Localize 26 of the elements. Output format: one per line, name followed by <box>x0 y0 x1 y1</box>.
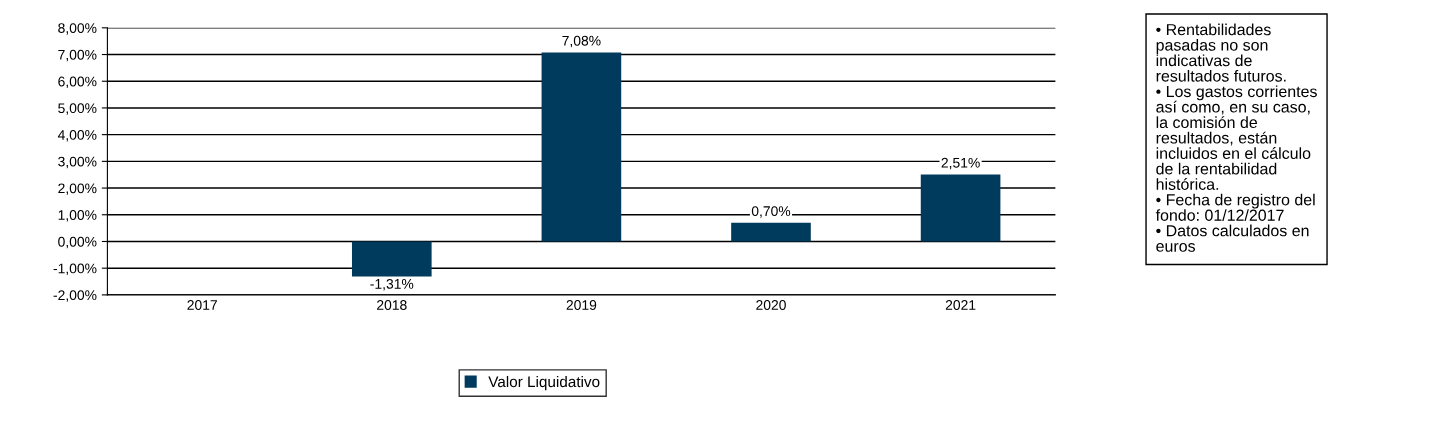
data-label: -1,31% <box>370 278 414 291</box>
y-tick-label: 4,00% <box>57 129 97 142</box>
data-label: 2,51% <box>941 157 980 170</box>
bar <box>731 222 811 242</box>
y-tick-label: 1,00% <box>58 210 97 222</box>
bar <box>351 241 432 277</box>
data-label: 0,70% <box>751 206 791 218</box>
legend-label: Valor Liquidativo <box>488 375 600 391</box>
x-tick-label: 2017 <box>187 300 217 310</box>
bar <box>920 174 1001 242</box>
text: • Rentabilidades pasadas no son indicativas de resultados futuros. • Los gastos corrientes así como, en su caso, la comisión de resultados, están incluidos en el cálculo de la rentabilidad histórica. • Fecha de registro del fondo: 01/12/2017 • Datos calculados en euros <box>1155 23 1317 252</box>
x-tick-label: 2020 <box>756 300 786 310</box>
y-tick-label: 6,00% <box>58 76 97 89</box>
bar <box>541 52 622 242</box>
y-tick-label: 2,00% <box>58 183 97 195</box>
data-label: 7,08% <box>562 35 601 48</box>
y-tick-label: 7,00% <box>58 49 97 62</box>
y-tick-label: 3,00% <box>58 156 97 169</box>
y-tick-label: 0,00% <box>58 236 97 249</box>
x-tick-label: 2018 <box>377 300 407 310</box>
y-tick-label: -2,00% <box>53 290 97 302</box>
x-tick-label: 2019 <box>566 300 597 310</box>
y-tick-label: 5,00% <box>58 103 97 115</box>
y-tick-label: -1,00% <box>53 263 97 275</box>
x-tick-label: 2021 <box>945 300 976 310</box>
y-tick-label: 8,00% <box>58 23 97 35</box>
